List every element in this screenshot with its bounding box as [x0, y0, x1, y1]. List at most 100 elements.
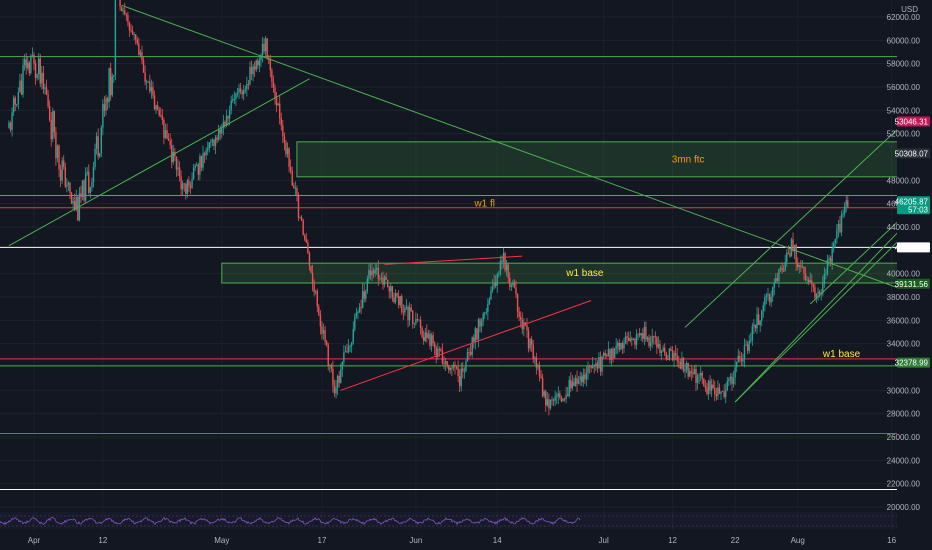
price-axis[interactable]: 62000.00 60000.00 58000.00 56000.00 54000.00… — [887, 13, 921, 512]
candle-body — [394, 293, 397, 303]
candle-body — [732, 377, 735, 384]
candle-body — [628, 338, 630, 341]
price-tag — [897, 242, 930, 253]
candle-body — [728, 378, 730, 382]
candle-body — [789, 253, 791, 257]
zone-label: 3mn ftc — [672, 154, 705, 165]
candle-body — [426, 332, 428, 338]
price-axis-tick: 44000.00 — [887, 223, 921, 232]
candle-body — [435, 347, 437, 358]
candle-body — [180, 176, 182, 190]
candle-body — [11, 112, 13, 130]
candle-body — [471, 337, 473, 355]
candle-body — [723, 391, 725, 398]
candle-body — [696, 376, 699, 383]
candle-body — [782, 270, 785, 272]
candle-body — [460, 368, 462, 387]
candle-body — [731, 376, 733, 384]
candle-body — [138, 43, 140, 56]
candle-body — [19, 80, 21, 93]
indicator-line — [0, 516, 581, 526]
candle-body — [837, 224, 840, 230]
candle-body — [419, 319, 422, 328]
candle-body — [415, 319, 417, 324]
candle-body — [512, 282, 514, 286]
candle-body — [593, 364, 595, 366]
candle-body — [404, 307, 406, 313]
candle-body — [64, 167, 66, 187]
candle-body — [214, 137, 217, 147]
candle-body — [571, 381, 574, 389]
candle-body — [305, 239, 308, 243]
candle-body — [775, 278, 777, 284]
candle-body — [120, 6, 123, 12]
candle-body — [30, 57, 32, 74]
candle-body — [690, 371, 692, 373]
candle-body — [800, 265, 802, 268]
candle-body — [95, 136, 98, 149]
candle-body — [807, 279, 810, 283]
candle-body — [291, 170, 293, 186]
candle-body — [579, 376, 581, 381]
candle-body — [311, 272, 314, 284]
candle-body — [335, 387, 337, 394]
candle-body — [261, 43, 264, 56]
candle-body — [801, 266, 804, 268]
candle-body — [299, 217, 301, 219]
candle-body — [102, 104, 104, 128]
candle-body — [662, 347, 664, 352]
candle-body — [698, 375, 700, 377]
candle-body — [272, 81, 275, 88]
candle-body — [191, 178, 193, 188]
candle-body — [637, 333, 639, 335]
time-axis-tick: 12 — [668, 536, 677, 545]
candle-body — [623, 343, 625, 349]
candle-body — [260, 55, 262, 61]
candle-body — [692, 372, 694, 375]
candle-body — [257, 60, 259, 66]
candle-body — [313, 283, 315, 293]
candle-body — [142, 60, 145, 73]
price-axis-tick: 38000.00 — [887, 293, 921, 302]
candle-body — [413, 323, 415, 325]
trendline — [340, 300, 592, 391]
candle-body — [350, 342, 353, 346]
candle-body — [482, 313, 484, 322]
candle-body — [230, 100, 232, 111]
price-tag-value: 42250.42 — [895, 243, 929, 252]
candle-body — [509, 277, 511, 287]
candle-body — [61, 160, 63, 181]
candle-body — [297, 194, 300, 218]
candle-body — [476, 328, 478, 340]
time-axis[interactable]: Apr12May17Jun14Jul1222Aug16Sep1322Oct112… — [28, 536, 932, 545]
candle-body — [352, 329, 354, 343]
candle-body — [598, 357, 600, 369]
candle-body — [152, 87, 154, 96]
candle-body — [128, 22, 131, 31]
time-axis-background[interactable] — [0, 531, 932, 550]
candle-body — [526, 325, 528, 331]
candle-body — [127, 14, 129, 23]
candle-body — [111, 76, 113, 96]
price-axis-tick: 40000.00 — [887, 270, 921, 279]
candle-body — [556, 396, 558, 398]
price-axis-tick: 58000.00 — [887, 60, 921, 69]
candle-body — [812, 284, 815, 287]
candle-body — [391, 286, 394, 298]
candle-body — [469, 352, 472, 355]
time-axis-tick: Jul — [599, 536, 609, 545]
candle-body — [288, 148, 290, 168]
candle-body — [433, 343, 436, 348]
price-axis-tick: 52000.00 — [887, 130, 921, 139]
candle-body — [756, 314, 758, 329]
candle-body — [682, 357, 685, 372]
price-axis-background[interactable] — [897, 0, 932, 531]
candle-body — [94, 148, 96, 167]
candle-body — [227, 116, 229, 119]
candle-body — [523, 322, 525, 330]
candle-body — [657, 344, 660, 348]
price-axis-tick: 22000.00 — [887, 480, 921, 489]
candle-body — [258, 60, 261, 66]
